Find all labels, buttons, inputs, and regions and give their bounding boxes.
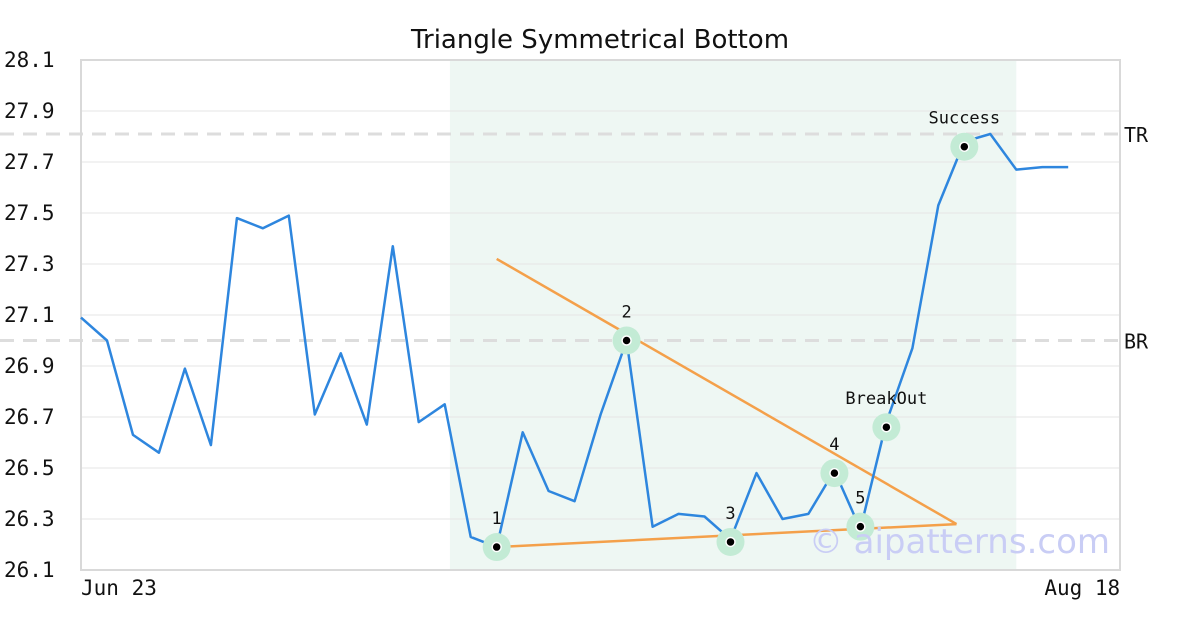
marker-point: [621, 335, 632, 346]
y-tick-label: 26.9: [4, 354, 55, 378]
marker-label: BreakOut: [845, 389, 927, 409]
y-tick-label: 28.1: [4, 48, 55, 72]
plot-area: 28.1 27.9 27.7 27.5 27.3 27.1 26.9 26.7 26.5 26.3…: [0, 48, 1149, 600]
y-tick-label: 26.3: [4, 507, 55, 531]
chart-title: Triangle Symmetrical Bottom: [410, 25, 789, 55]
reference-label: TR: [1124, 123, 1149, 147]
reference-label: BR: [1124, 330, 1149, 354]
marker-point: [881, 421, 892, 433]
y-tick-label: 26.1: [4, 558, 55, 582]
x-tick-label: Jun 23: [81, 576, 157, 600]
y-tick-label: 27.5: [4, 201, 55, 225]
y-tick-label: 26.7: [4, 405, 55, 429]
y-tick-label: 26.5: [4, 456, 55, 480]
trend-line: [496, 257, 958, 526]
marker-point: [855, 521, 866, 532]
y-tick-label: 27.9: [4, 99, 55, 123]
plot-frame: [80, 59, 1121, 571]
price-line: [80, 132, 1069, 549]
marker-label: 3: [725, 504, 735, 524]
marker-label: 2: [621, 303, 631, 323]
x-tick-label: Aug 18: [1044, 576, 1120, 600]
marker-point: [829, 467, 840, 479]
marker-label: 4: [829, 435, 839, 455]
marker-point: [491, 541, 502, 553]
y-tick-label: 27.7: [4, 150, 55, 174]
marker-point: [959, 141, 970, 152]
watermark: © aipatterns.com: [809, 522, 1110, 562]
marker-label: 1: [492, 509, 502, 529]
y-tick-label: 27.1: [4, 303, 55, 327]
marker-label: Success: [928, 109, 1000, 129]
y-tick-label: 27.3: [4, 252, 55, 276]
marker-point: [725, 536, 736, 548]
marker-label: 5: [855, 489, 865, 509]
